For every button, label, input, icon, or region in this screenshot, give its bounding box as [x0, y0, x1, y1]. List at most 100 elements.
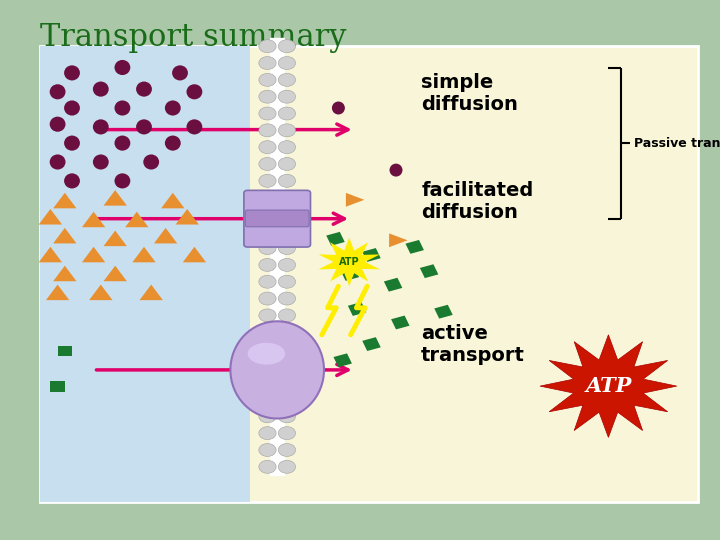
Polygon shape: [53, 228, 76, 244]
Circle shape: [279, 410, 296, 423]
Polygon shape: [39, 247, 62, 262]
Text: Passive transport: Passive transport: [634, 137, 720, 150]
Ellipse shape: [186, 119, 202, 134]
Circle shape: [259, 241, 276, 254]
Circle shape: [259, 259, 276, 272]
Circle shape: [259, 208, 276, 221]
Ellipse shape: [114, 173, 130, 188]
Circle shape: [259, 443, 276, 456]
Ellipse shape: [165, 100, 181, 116]
Ellipse shape: [332, 102, 345, 114]
Circle shape: [279, 40, 296, 53]
Circle shape: [279, 326, 296, 339]
Ellipse shape: [93, 82, 109, 97]
Circle shape: [279, 427, 296, 440]
Circle shape: [279, 360, 296, 373]
Ellipse shape: [93, 119, 109, 134]
Circle shape: [259, 90, 276, 103]
Circle shape: [259, 393, 276, 406]
Circle shape: [259, 225, 276, 238]
Ellipse shape: [114, 100, 130, 116]
Bar: [362, 248, 381, 262]
Bar: [270, 38, 284, 475]
Ellipse shape: [165, 136, 181, 151]
Circle shape: [259, 410, 276, 423]
Text: facilitated
diffusion: facilitated diffusion: [421, 181, 534, 222]
Bar: [40, 46, 698, 502]
Polygon shape: [176, 209, 199, 225]
Bar: [40, 46, 251, 502]
Circle shape: [279, 225, 296, 238]
Polygon shape: [89, 285, 112, 300]
Polygon shape: [104, 266, 127, 281]
Circle shape: [259, 360, 276, 373]
Ellipse shape: [50, 117, 66, 132]
Circle shape: [259, 174, 276, 187]
Polygon shape: [161, 193, 184, 208]
Circle shape: [279, 90, 296, 103]
Circle shape: [259, 376, 276, 389]
Ellipse shape: [64, 65, 80, 80]
Polygon shape: [346, 193, 364, 207]
Circle shape: [259, 140, 276, 153]
Circle shape: [259, 326, 276, 339]
Circle shape: [259, 275, 276, 288]
Circle shape: [279, 57, 296, 70]
Circle shape: [279, 393, 296, 406]
Circle shape: [279, 376, 296, 389]
Bar: [333, 353, 352, 367]
Circle shape: [279, 309, 296, 322]
Circle shape: [259, 427, 276, 440]
Polygon shape: [318, 238, 380, 286]
Circle shape: [279, 107, 296, 120]
Circle shape: [279, 140, 296, 153]
Circle shape: [279, 124, 296, 137]
Ellipse shape: [248, 343, 285, 364]
Polygon shape: [132, 247, 156, 262]
Circle shape: [279, 158, 296, 171]
Ellipse shape: [93, 154, 109, 170]
Circle shape: [259, 342, 276, 355]
Ellipse shape: [186, 84, 202, 99]
Polygon shape: [82, 247, 105, 262]
Bar: [341, 267, 359, 281]
Bar: [50, 381, 65, 392]
Bar: [391, 315, 410, 329]
Circle shape: [259, 292, 276, 305]
Ellipse shape: [114, 136, 130, 151]
Circle shape: [279, 208, 296, 221]
Bar: [362, 337, 381, 351]
Circle shape: [259, 107, 276, 120]
Ellipse shape: [50, 154, 66, 170]
Ellipse shape: [114, 60, 130, 75]
Bar: [348, 302, 366, 316]
Circle shape: [259, 40, 276, 53]
Circle shape: [259, 73, 276, 86]
Polygon shape: [125, 212, 148, 227]
Circle shape: [279, 275, 296, 288]
Circle shape: [279, 73, 296, 86]
Circle shape: [279, 292, 296, 305]
Polygon shape: [53, 266, 76, 281]
Bar: [405, 240, 424, 254]
Bar: [384, 278, 402, 292]
Text: active
transport: active transport: [421, 324, 525, 365]
Polygon shape: [140, 285, 163, 300]
Circle shape: [279, 443, 296, 456]
Circle shape: [279, 460, 296, 473]
Circle shape: [279, 174, 296, 187]
FancyBboxPatch shape: [244, 191, 310, 247]
Polygon shape: [389, 233, 408, 247]
Text: ATP: ATP: [339, 257, 359, 267]
Ellipse shape: [390, 164, 402, 177]
Circle shape: [279, 259, 296, 272]
Text: ATP: ATP: [585, 376, 631, 396]
Ellipse shape: [143, 154, 159, 170]
Polygon shape: [104, 231, 127, 246]
Ellipse shape: [230, 321, 324, 419]
Ellipse shape: [64, 100, 80, 116]
Circle shape: [259, 158, 276, 171]
Text: Transport summary: Transport summary: [40, 22, 346, 52]
Ellipse shape: [50, 84, 66, 99]
Text: simple
diffusion: simple diffusion: [421, 73, 518, 114]
